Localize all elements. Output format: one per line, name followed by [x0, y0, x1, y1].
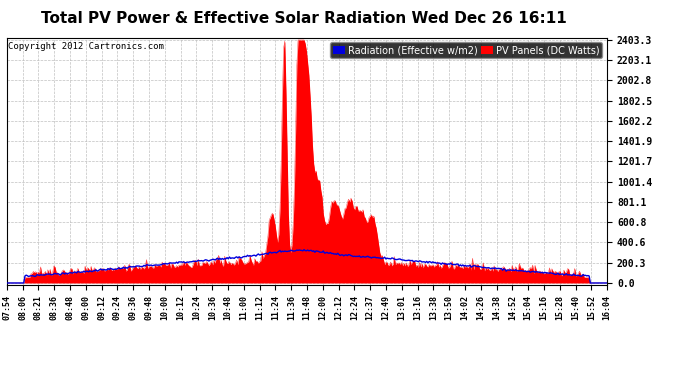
Text: Copyright 2012 Cartronics.com: Copyright 2012 Cartronics.com [8, 42, 164, 51]
Legend: Radiation (Effective w/m2), PV Panels (DC Watts): Radiation (Effective w/m2), PV Panels (D… [330, 42, 602, 58]
Text: Total PV Power & Effective Solar Radiation Wed Dec 26 16:11: Total PV Power & Effective Solar Radiati… [41, 11, 566, 26]
